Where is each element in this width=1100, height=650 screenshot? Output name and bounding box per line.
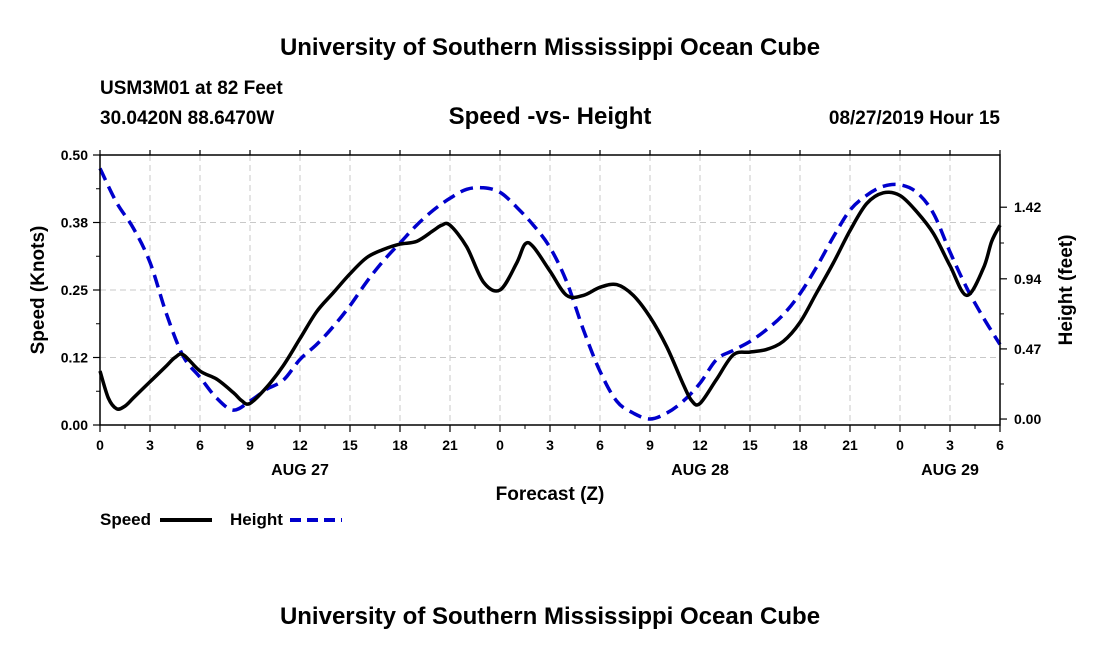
x-tick-label: 21: [842, 437, 858, 453]
location-label: 30.0420N 88.6470W: [100, 108, 274, 129]
y-left-tick-label: 0.50: [61, 147, 88, 163]
height-series-line: [98, 167, 1002, 421]
legend: Speed Height: [100, 510, 342, 529]
footer-title: University of Southern Mississippi Ocean…: [280, 603, 820, 630]
x-tick-label: 18: [392, 437, 408, 453]
x-tick-label: 3: [946, 437, 954, 453]
y-right-tick-label: 1.42: [1014, 199, 1041, 215]
y-left-tick-label: 0.25: [61, 282, 88, 298]
y-left-tick-label: 0.12: [61, 350, 88, 366]
x-tick-label: 15: [742, 437, 758, 453]
date-label: AUG 27: [271, 462, 329, 479]
x-tick-label: 0: [896, 437, 904, 453]
series-lines: [98, 167, 1002, 421]
x-tick-label: 6: [996, 437, 1004, 453]
y-right-tick-label: 0.00: [1014, 411, 1041, 427]
date-label: AUG 29: [921, 462, 979, 479]
plot-frame: [99, 154, 1001, 426]
timestamp-label: 08/27/2019 Hour 15: [829, 108, 1001, 129]
legend-height-label: Height: [230, 510, 283, 529]
chart-title: Speed -vs- Height: [449, 103, 652, 130]
page-title: University of Southern Mississippi Ocean…: [280, 34, 820, 61]
y-left-tick-label: 0.38: [61, 215, 88, 231]
x-tick-label: 12: [292, 437, 308, 453]
x-tick-label: 0: [496, 437, 504, 453]
x-tick-label: 15: [342, 437, 358, 453]
x-tick-label: 9: [646, 437, 654, 453]
x-axis-label: Forecast (Z): [496, 484, 605, 505]
x-tick-label: 6: [196, 437, 204, 453]
y-left-tick-label: 0.00: [61, 417, 88, 433]
x-tick-label: 3: [146, 437, 154, 453]
speed-series-line: [98, 190, 1002, 411]
y-axis-left-label: Speed (Knots): [28, 226, 49, 355]
legend-speed-label: Speed: [100, 510, 151, 529]
station-label: USM3M01 at 82 Feet: [100, 78, 283, 99]
tick-labels: 0 3 6 9 12 15 18 21 0 3 6 9 12 15 18 21 0 3 6 AUG 27 AUG 28 A…: [61, 147, 1042, 479]
x-tick-label: 18: [792, 437, 808, 453]
x-tick-label: 6: [596, 437, 604, 453]
x-tick-label: 3: [546, 437, 554, 453]
x-tick-label: 12: [692, 437, 708, 453]
x-tick-label: 0: [96, 437, 104, 453]
y-right-tick-label: 0.47: [1014, 341, 1041, 357]
x-tick-label: 21: [442, 437, 458, 453]
date-label: AUG 28: [671, 462, 729, 479]
grid-lines: [99, 155, 1001, 425]
y-axis-right-label: Height (feet): [1056, 235, 1077, 346]
y-right-tick-label: 0.94: [1014, 271, 1041, 287]
x-tick-label: 9: [246, 437, 254, 453]
